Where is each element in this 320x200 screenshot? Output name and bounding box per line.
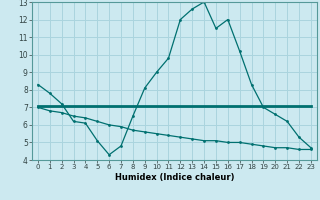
X-axis label: Humidex (Indice chaleur): Humidex (Indice chaleur) (115, 173, 234, 182)
